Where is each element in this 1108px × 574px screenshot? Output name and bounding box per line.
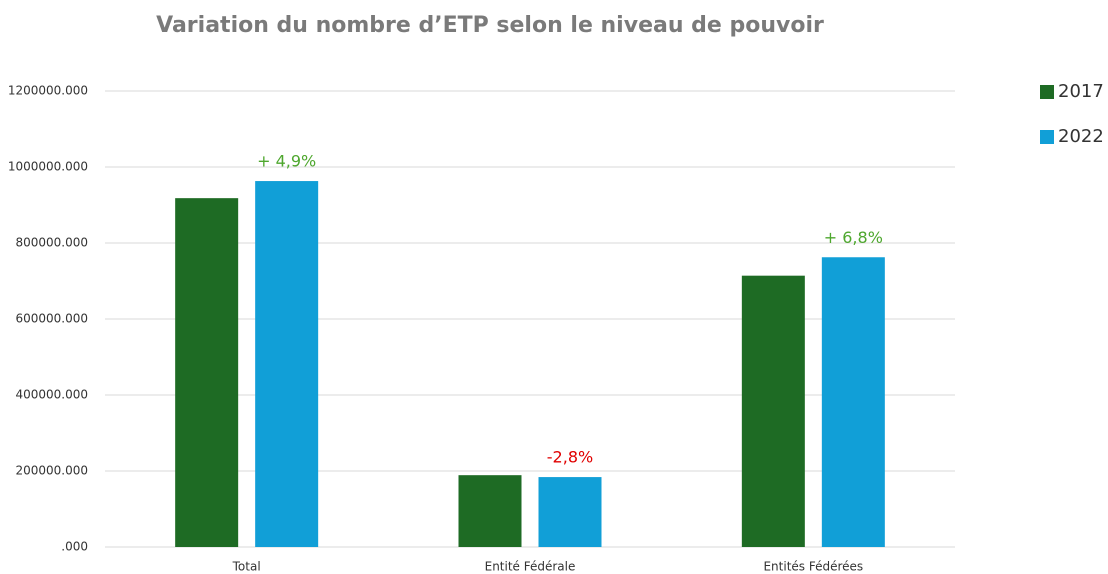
x-tick-label: Total — [232, 560, 261, 574]
chart-title: Variation du nombre d’ETP selon le nivea… — [156, 13, 824, 38]
x-tick-label: Entités Fédérées — [763, 560, 863, 574]
x-tick-label: Entité Fédérale — [485, 560, 576, 574]
legend-swatch — [1040, 85, 1054, 99]
annotation: + 6,8% — [824, 228, 883, 247]
bar — [821, 257, 885, 547]
y-tick-label: .000 — [61, 540, 88, 554]
bar — [255, 181, 319, 547]
annotation: + 4,9% — [257, 152, 316, 171]
y-tick-label: 400000.000 — [15, 388, 88, 402]
bar — [458, 475, 522, 547]
y-tick-label: 200000.000 — [15, 464, 88, 478]
annotation: -2,8% — [547, 448, 593, 467]
legend-swatch — [1040, 130, 1054, 144]
legend-label: 2022 — [1058, 126, 1104, 147]
bar — [741, 275, 805, 547]
legend-label: 2017 — [1058, 81, 1104, 102]
y-tick-label: 800000.000 — [15, 236, 88, 250]
y-tick-label: 600000.000 — [15, 312, 88, 326]
y-tick-label: 1000000.000 — [8, 160, 88, 174]
y-tick-label: 1200000.000 — [8, 84, 88, 98]
bar — [175, 198, 239, 547]
bar — [538, 477, 602, 547]
